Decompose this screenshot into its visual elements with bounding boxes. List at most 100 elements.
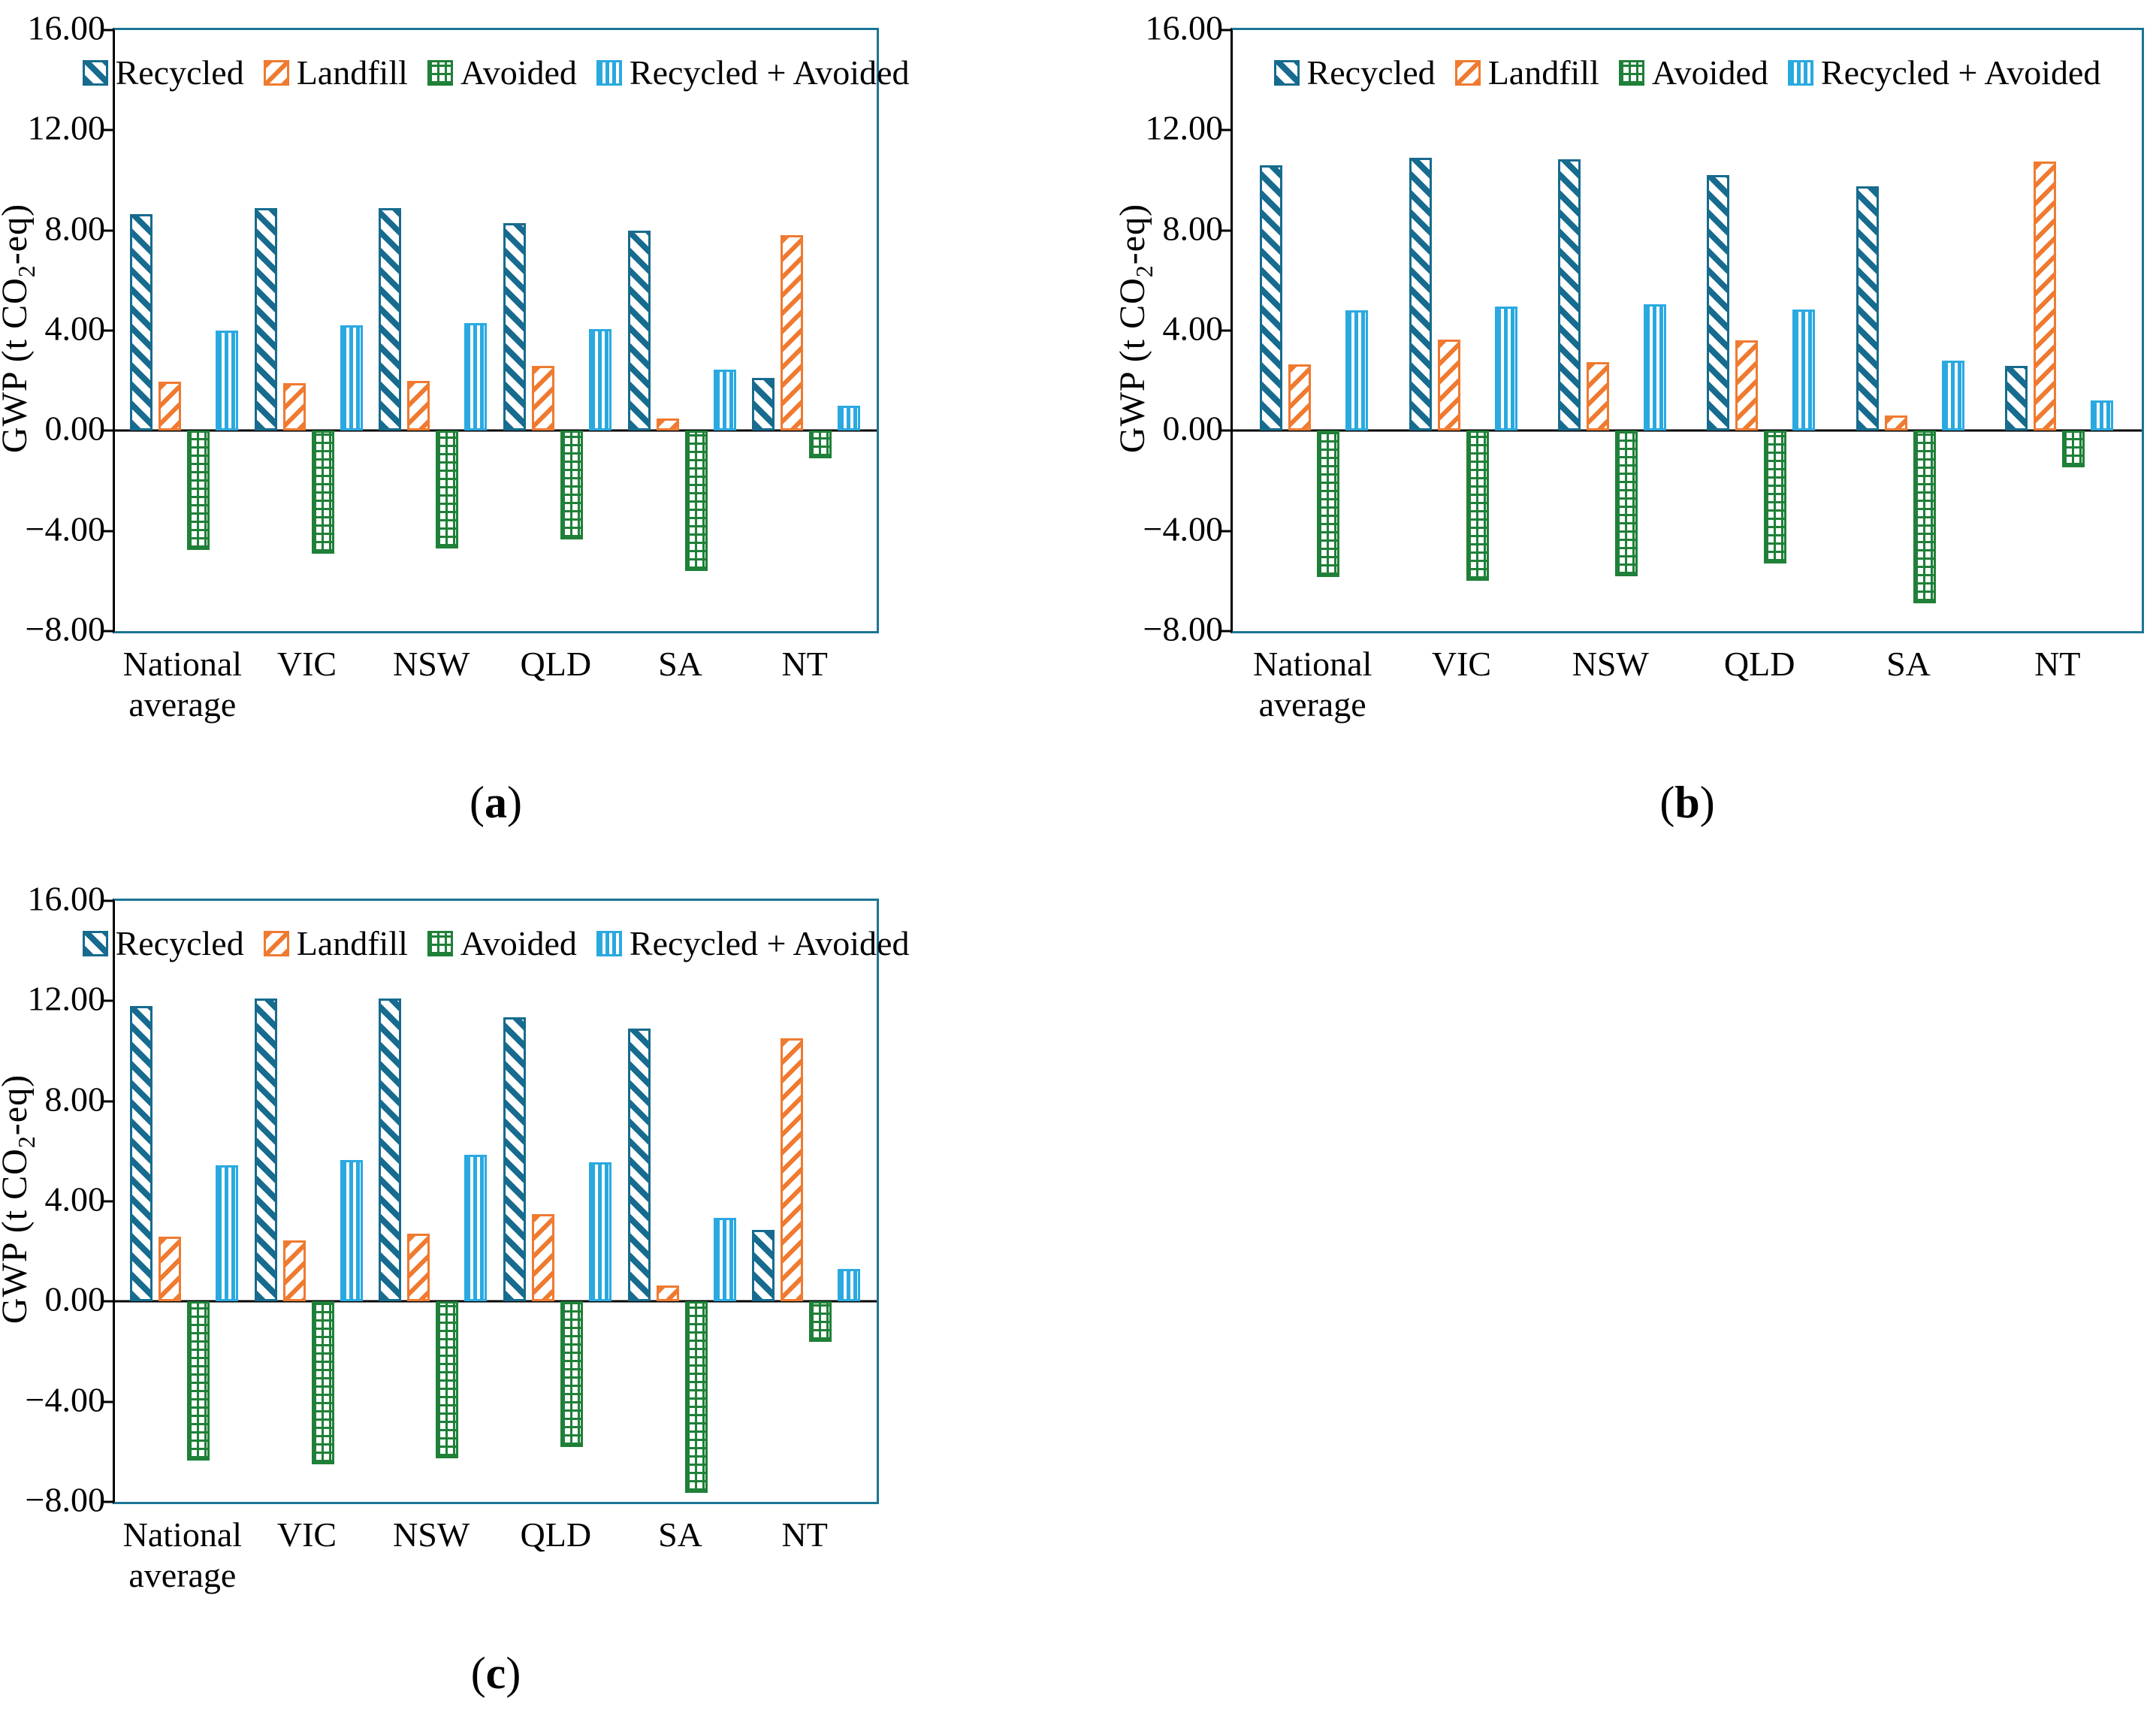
recycled_avoided-bar (464, 323, 488, 431)
recycled-bar (1260, 165, 1283, 431)
y-tick-label: 16.00 (27, 8, 106, 47)
recycled_avoided-bar (1345, 310, 1369, 431)
x-axis-label: SA (1886, 645, 1931, 683)
subfigure-caption-letter: c (485, 1648, 506, 1698)
recycled-bar (752, 1230, 775, 1302)
plot-area: Recycled Landfill Avoided Recycled + Avoide… (82, 899, 909, 1504)
x-axis-label: SA (658, 645, 702, 683)
landfill-bar (531, 1213, 554, 1302)
category-group (1856, 30, 1966, 631)
recycled_avoided-bar (464, 1155, 488, 1302)
x-axis-label: National average (122, 1515, 243, 1595)
recycled-bar (1409, 158, 1432, 431)
legend-item-recycled_avoided: Recycled + Avoided (596, 53, 909, 92)
legend-label: Recycled + Avoided (1820, 53, 2101, 92)
y-tick-label: 8.00 (44, 209, 106, 248)
y-tick-labels: 16.00 12.00 8.00 4.00 0.00 −4.00 −8.00 (26, 880, 113, 1519)
landfill-bar (531, 365, 554, 431)
y-tick-label: 8.00 (44, 1080, 106, 1119)
y-tick-label: −8.00 (25, 609, 105, 648)
legend-item-recycled: Recycled (82, 53, 244, 92)
recycled-bar (254, 998, 277, 1302)
x-axis-label: QLD (1723, 645, 1795, 683)
category-group (627, 30, 738, 631)
legend-label: Recycled + Avoided (629, 924, 910, 962)
legend-item-landfill: Landfill (263, 53, 408, 92)
subfigure-caption-letter: b (1674, 778, 1700, 827)
x-axis-label: National average (122, 645, 243, 724)
recycled_avoided-bar (588, 329, 611, 431)
y-tick-mark (1220, 229, 1230, 232)
recycled-bar (2004, 365, 2028, 431)
chart-b: GWP (t CO2-eq) 16.00 12.00 8.00 4.00 0.00 −4.0… (1113, 9, 2144, 829)
legend-label: Landfill (296, 53, 408, 92)
legend-label: Avoided (1651, 53, 1768, 92)
legend-label: Avoided (460, 924, 577, 962)
recycled_avoided-bar (713, 369, 736, 431)
y-tick-label: 12.00 (27, 979, 106, 1018)
subfigure-caption: (c) (470, 1648, 521, 1698)
recycled-swatch-icon (82, 59, 108, 86)
y-tick-mark (102, 1400, 113, 1403)
y-tick-mark (1220, 128, 1230, 131)
category-group (1707, 30, 1816, 631)
landfill-swatch-icon (263, 930, 289, 956)
y-tick-mark (1220, 329, 1230, 332)
y-tick-mark (102, 1300, 113, 1303)
recycled-bar (627, 1029, 651, 1302)
recycled-bar (379, 998, 402, 1302)
category-group (129, 30, 240, 631)
x-axis-labels: National average VIC NSW QLD SA NT (113, 644, 874, 738)
avoided-bar (684, 431, 708, 571)
legend: Recycled Landfill Avoided Recycled + Avoide… (1233, 53, 2142, 92)
category-group (1557, 30, 1668, 631)
category-group (379, 30, 488, 631)
recycled-bar (254, 207, 277, 431)
avoided-bar (186, 1301, 210, 1461)
y-tick-mark (1220, 429, 1230, 432)
legend: Recycled Landfill Avoided Recycled + Avoide… (82, 923, 909, 963)
subfigure-caption-letter: a (485, 778, 507, 827)
y-tick-mark (102, 530, 113, 533)
recycled-bar (129, 1006, 152, 1302)
legend-label: Recycled (1306, 53, 1436, 92)
avoided-bar (436, 1301, 459, 1458)
recycled_avoided-bar (340, 325, 363, 431)
x-axis-label: VIC (1431, 645, 1492, 683)
category-group (129, 901, 240, 1502)
y-tick-mark (1220, 530, 1230, 533)
recycled-bar (752, 378, 775, 431)
landfill-bar (158, 382, 181, 431)
category-group (1260, 30, 1369, 631)
landfill-bar (1586, 361, 1609, 431)
recycled_avoided-bar (838, 406, 861, 431)
y-tick-mark (1220, 630, 1230, 633)
category-group (627, 901, 738, 1502)
legend-item-avoided: Avoided (427, 53, 577, 92)
chart-a: GWP (t CO2-eq) 16.00 12.00 8.00 4.00 0.00 −4.0… (0, 9, 909, 829)
landfill-bar (407, 1234, 430, 1302)
recycled_avoided-swatch-icon (596, 930, 622, 956)
x-axis-label: SA (658, 1515, 702, 1554)
avoided-bar (2061, 431, 2085, 467)
category-group (752, 30, 862, 631)
plot-area: Recycled Landfill Avoided Recycled + Avoide… (1220, 28, 2144, 633)
legend-label: Recycled (115, 53, 244, 92)
y-tick-label: 12.00 (1145, 108, 1224, 147)
avoided-bar (809, 1301, 832, 1342)
avoided-bar (1614, 431, 1638, 576)
legend-label: Landfill (296, 924, 408, 962)
legend-item-landfill: Landfill (263, 923, 408, 963)
y-tick-mark (102, 329, 113, 332)
legend: Recycled Landfill Avoided Recycled + Avoide… (82, 53, 909, 92)
landfill-bar (1437, 339, 1460, 431)
avoided-bar (560, 1301, 583, 1447)
x-axis-label: QLD (520, 645, 592, 683)
x-axis-label: NSW (1572, 645, 1649, 683)
x-axis-label: VIC (276, 1515, 337, 1554)
y-tick-label: 16.00 (27, 879, 106, 918)
legend-item-landfill: Landfill (1454, 53, 1599, 92)
landfill-swatch-icon (1454, 59, 1481, 86)
y-tick-label: 4.00 (44, 1180, 106, 1219)
avoided-bar (560, 431, 583, 540)
